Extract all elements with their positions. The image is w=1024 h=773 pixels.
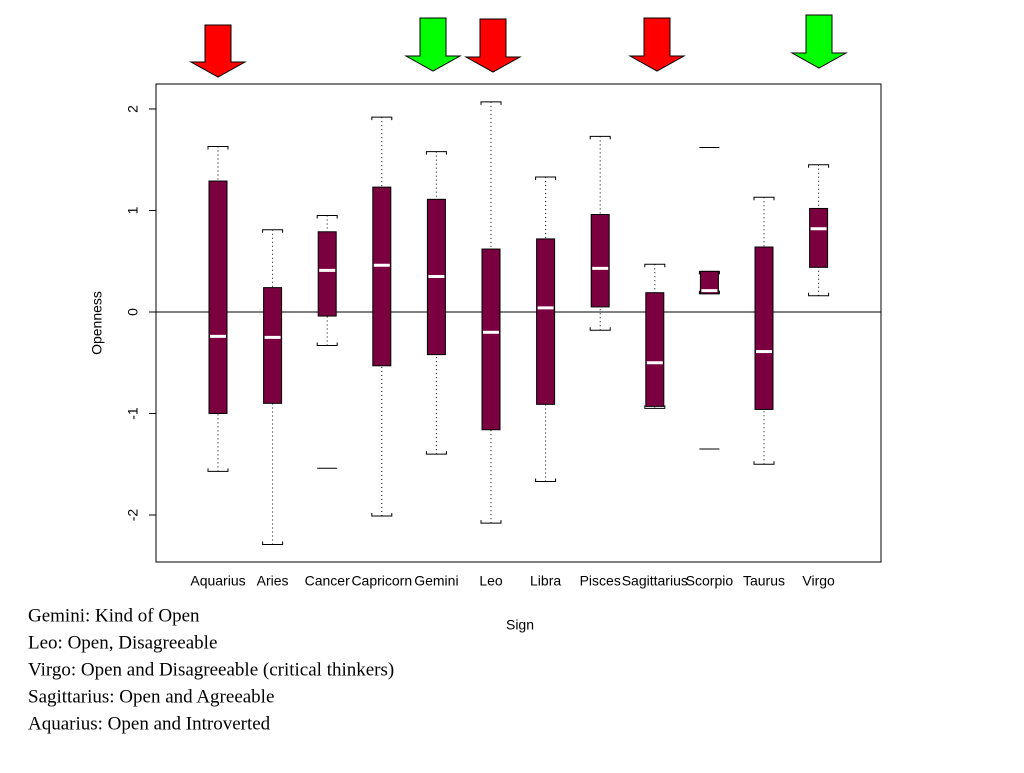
- box: [536, 238, 556, 405]
- x-tick-label: Scorpio: [686, 573, 734, 589]
- box: [754, 246, 774, 410]
- y-axis-label: Openness: [89, 291, 105, 355]
- whisker-cap: [480, 520, 502, 524]
- x-tick-label: Aries: [257, 573, 289, 589]
- box: [699, 270, 719, 295]
- x-axis-label: Sign: [506, 617, 534, 633]
- whisker-cap: [589, 327, 611, 331]
- x-tick-label: Capricorn: [351, 573, 412, 589]
- note: Aquarius: Open and Introverted: [28, 713, 271, 734]
- y-tick-label: 1: [125, 206, 141, 214]
- y-tick-label: -1: [125, 407, 141, 420]
- box: [645, 292, 665, 407]
- x-tick-label: Libra: [530, 573, 561, 589]
- whisker-cap: [589, 135, 611, 140]
- green-arrow: [404, 17, 462, 72]
- note: Sagittarius: Open and Agreeable: [28, 686, 274, 707]
- whisker-cap: [371, 116, 393, 121]
- whisker-cap: [425, 451, 447, 455]
- x-tick-label: Taurus: [743, 573, 785, 589]
- whisker-cap: [808, 292, 830, 297]
- whisker-cap: [262, 229, 284, 233]
- y-tick-label: 0: [125, 308, 141, 316]
- box: [263, 287, 283, 404]
- green-arrow: [790, 14, 848, 69]
- whisker-cap: [207, 146, 229, 150]
- whisker-cap: [425, 151, 447, 155]
- red-arrow: [464, 18, 522, 73]
- whisker-cap: [262, 541, 284, 545]
- whisker-cap: [535, 478, 557, 483]
- note: Gemini: Kind of Open: [28, 605, 200, 626]
- whisker-cap: [316, 215, 338, 219]
- x-tick-label: Aquarius: [190, 573, 245, 589]
- box: [590, 214, 610, 308]
- y-tick-label: 2: [125, 105, 141, 113]
- note: Virgo: Open and Disagreeable (critical t…: [28, 659, 394, 680]
- arrows: [189, 14, 848, 78]
- y-tick-label: -2: [125, 509, 141, 522]
- whisker-cap: [753, 196, 775, 201]
- whisker-cap: [644, 405, 666, 409]
- box: [372, 186, 392, 367]
- whisker-cap: [207, 468, 229, 472]
- whisker-cap: [535, 176, 557, 180]
- whisker-cap: [644, 263, 666, 268]
- x-tick-label: Cancer: [305, 573, 350, 589]
- note: Leo: Open, Disagreeable: [28, 632, 217, 653]
- red-arrow: [189, 24, 247, 78]
- box: [809, 207, 829, 268]
- x-tick-label: Gemini: [414, 573, 458, 589]
- whisker-cap: [753, 461, 775, 465]
- box: [481, 248, 501, 431]
- whisker-cap: [371, 513, 393, 517]
- x-tick-label: Pisces: [580, 573, 621, 589]
- whisker-cap: [480, 101, 502, 105]
- whisker-cap: [316, 342, 338, 346]
- x-tick-label: Virgo: [802, 573, 835, 589]
- plot-frame: [155, 83, 882, 563]
- box: [317, 231, 337, 317]
- box: [208, 180, 228, 414]
- x-tick-label: Leo: [479, 573, 503, 589]
- red-arrow: [628, 17, 686, 72]
- x-tick-label: Sagittarius: [622, 573, 688, 589]
- whisker-cap: [808, 164, 830, 168]
